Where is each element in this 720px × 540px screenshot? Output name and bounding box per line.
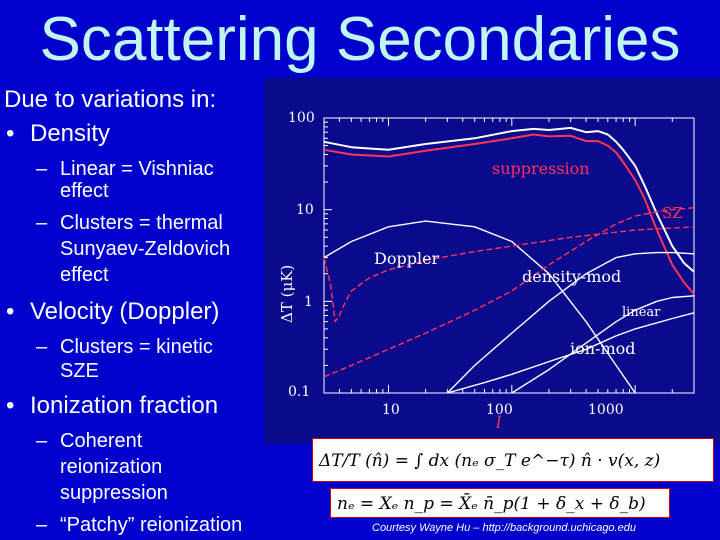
dash-marker: –	[36, 158, 48, 180]
label-doppler: Doppler	[374, 249, 440, 268]
chart-svg: ΔT (μK) l 100 10 1 0.1 10 100 1000 suppr…	[278, 110, 695, 433]
bullet-velocity: Velocity (Doppler)	[30, 298, 220, 325]
sub-reion-3: suppression	[60, 482, 168, 504]
ytick-0.1: 0.1	[288, 384, 310, 400]
sub-vishniac-1: Linear = Vishniac	[60, 158, 214, 180]
power-spectrum-plot: ΔT (μK) l 100 10 1 0.1 10 100 1000 suppr…	[264, 78, 720, 444]
dash-marker: –	[36, 514, 48, 536]
doppler-formula: ΔT/T (n̂) = ∫ dx (nₑ σ_T e^−τ) n̂ · v(x,…	[312, 438, 714, 482]
series-line-suppression	[323, 133, 695, 295]
dash-marker: –	[36, 430, 48, 452]
xtick-100: 100	[486, 402, 513, 418]
bullet-marker: •	[6, 120, 15, 147]
sub-patchy: “Patchy” reionization	[60, 514, 243, 536]
series-line-density-mod	[446, 251, 695, 394]
y-axis-label: ΔT (μK)	[278, 265, 296, 323]
density-formula: nₑ = Xₑ n_p = X̄ₑ n̄_p(1 + δ_x + δ_b)	[330, 488, 670, 518]
bullet-marker: •	[6, 392, 15, 419]
series-line-linear	[511, 295, 695, 394]
ytick-100: 100	[288, 110, 315, 126]
sub-vishniac-2: effect	[60, 180, 109, 202]
courtesy-footer: Courtesy Wayne Hu – http://background.uc…	[372, 522, 636, 534]
xtick-10: 10	[382, 402, 400, 418]
xtick-1000: 1000	[588, 402, 624, 418]
sub-sz-2: Sunyaev-Zeldovich	[60, 238, 231, 260]
slide-title: Scattering Secondaries	[39, 5, 681, 74]
series-line-Doppler	[323, 220, 636, 394]
bullet-intro: Due to variations in:	[4, 86, 217, 113]
sub-sz-1: Clusters = thermal	[60, 212, 223, 234]
label-ion-mod: ion-mod	[570, 339, 636, 358]
bullet-ionization: Ionization fraction	[30, 392, 219, 419]
ytick-10: 10	[296, 202, 314, 218]
dash-marker: –	[36, 336, 48, 358]
ytick-1: 1	[304, 294, 313, 310]
sub-sz-3: effect	[60, 264, 109, 286]
plot-frame	[323, 117, 695, 394]
bullet-marker: •	[6, 298, 15, 325]
sub-reion-1: Coherent	[60, 430, 143, 452]
bullet-density: Density	[30, 120, 111, 147]
series-line-ion-mod	[447, 312, 695, 394]
series-line-unlabeled-7	[323, 226, 695, 323]
sub-reion-2: reionization	[60, 456, 163, 478]
dash-marker: –	[36, 212, 48, 234]
series-line-unlabeled-0	[323, 126, 695, 273]
sub-ksz-1: Clusters = kinetic	[60, 336, 213, 358]
label-suppression: suppression	[492, 159, 590, 178]
label-density-mod: density-mod	[522, 267, 621, 286]
label-linear: linear	[622, 305, 661, 320]
series-line-SZ	[323, 207, 695, 378]
sub-ksz-2: SZE	[60, 360, 99, 382]
label-sz: SZ	[662, 204, 683, 222]
x-axis-label: l	[496, 413, 501, 433]
